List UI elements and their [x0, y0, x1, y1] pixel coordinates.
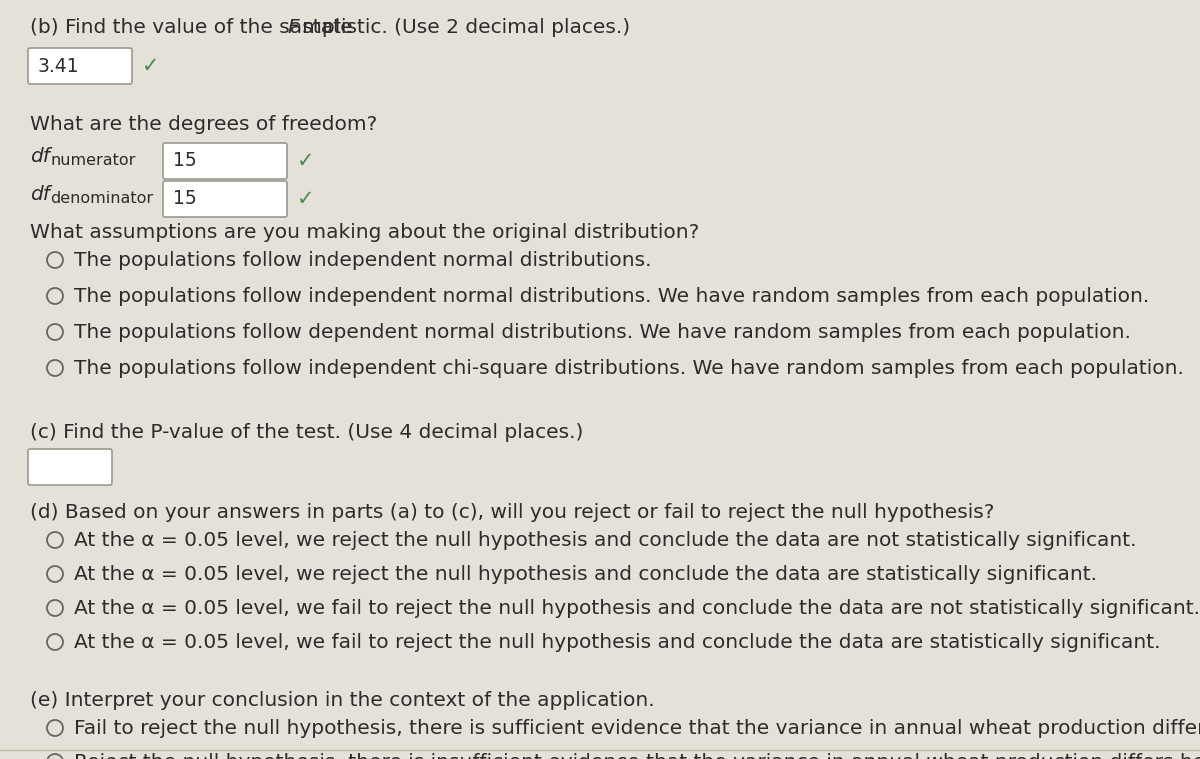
Text: The populations follow dependent normal distributions. We have random samples fr: The populations follow dependent normal … — [74, 323, 1130, 342]
Text: The populations follow independent chi-square distributions. We have random samp: The populations follow independent chi-s… — [74, 359, 1184, 378]
Text: df: df — [30, 185, 50, 204]
Text: The populations follow independent normal distributions. We have random samples : The populations follow independent norma… — [74, 287, 1150, 306]
Text: (b) Find the value of the sample: (b) Find the value of the sample — [30, 18, 359, 37]
Text: (e) Interpret your conclusion in the context of the application.: (e) Interpret your conclusion in the con… — [30, 691, 655, 710]
Text: 15: 15 — [173, 152, 197, 171]
Text: Fail to reject the null hypothesis, there is sufficient evidence that the varian: Fail to reject the null hypothesis, ther… — [74, 719, 1200, 738]
Text: (d) Based on your answers in parts (a) to (c), will you reject or fail to reject: (d) Based on your answers in parts (a) t… — [30, 503, 995, 522]
Text: At the α = 0.05 level, we fail to reject the null hypothesis and conclude the da: At the α = 0.05 level, we fail to reject… — [74, 599, 1200, 618]
Text: The populations follow independent normal distributions.: The populations follow independent norma… — [74, 251, 652, 270]
Text: ✓: ✓ — [142, 56, 160, 76]
Text: At the α = 0.05 level, we fail to reject the null hypothesis and conclude the da: At the α = 0.05 level, we fail to reject… — [74, 633, 1160, 652]
FancyBboxPatch shape — [163, 181, 287, 217]
Text: At the α = 0.05 level, we reject the null hypothesis and conclude the data are n: At the α = 0.05 level, we reject the nul… — [74, 531, 1136, 550]
Text: statistic. (Use 2 decimal places.): statistic. (Use 2 decimal places.) — [296, 18, 630, 37]
Text: ✓: ✓ — [298, 189, 314, 209]
Text: What assumptions are you making about the original distribution?: What assumptions are you making about th… — [30, 223, 700, 242]
Text: Reject the null hypothesis, there is insufficient evidence that the variance in : Reject the null hypothesis, there is ins… — [74, 753, 1200, 759]
Text: numerator: numerator — [50, 153, 136, 168]
Text: ✓: ✓ — [298, 151, 314, 171]
Text: (c) Find the P-value of the test. (Use 4 decimal places.): (c) Find the P-value of the test. (Use 4… — [30, 423, 583, 442]
FancyBboxPatch shape — [28, 449, 112, 485]
Text: denominator: denominator — [50, 191, 154, 206]
Text: 15: 15 — [173, 190, 197, 209]
Text: At the α = 0.05 level, we reject the null hypothesis and conclude the data are s: At the α = 0.05 level, we reject the nul… — [74, 565, 1097, 584]
FancyBboxPatch shape — [28, 48, 132, 84]
FancyBboxPatch shape — [163, 143, 287, 179]
Text: What are the degrees of freedom?: What are the degrees of freedom? — [30, 115, 377, 134]
Text: F: F — [288, 18, 299, 37]
Text: 3.41: 3.41 — [38, 56, 79, 75]
Text: df: df — [30, 147, 50, 166]
